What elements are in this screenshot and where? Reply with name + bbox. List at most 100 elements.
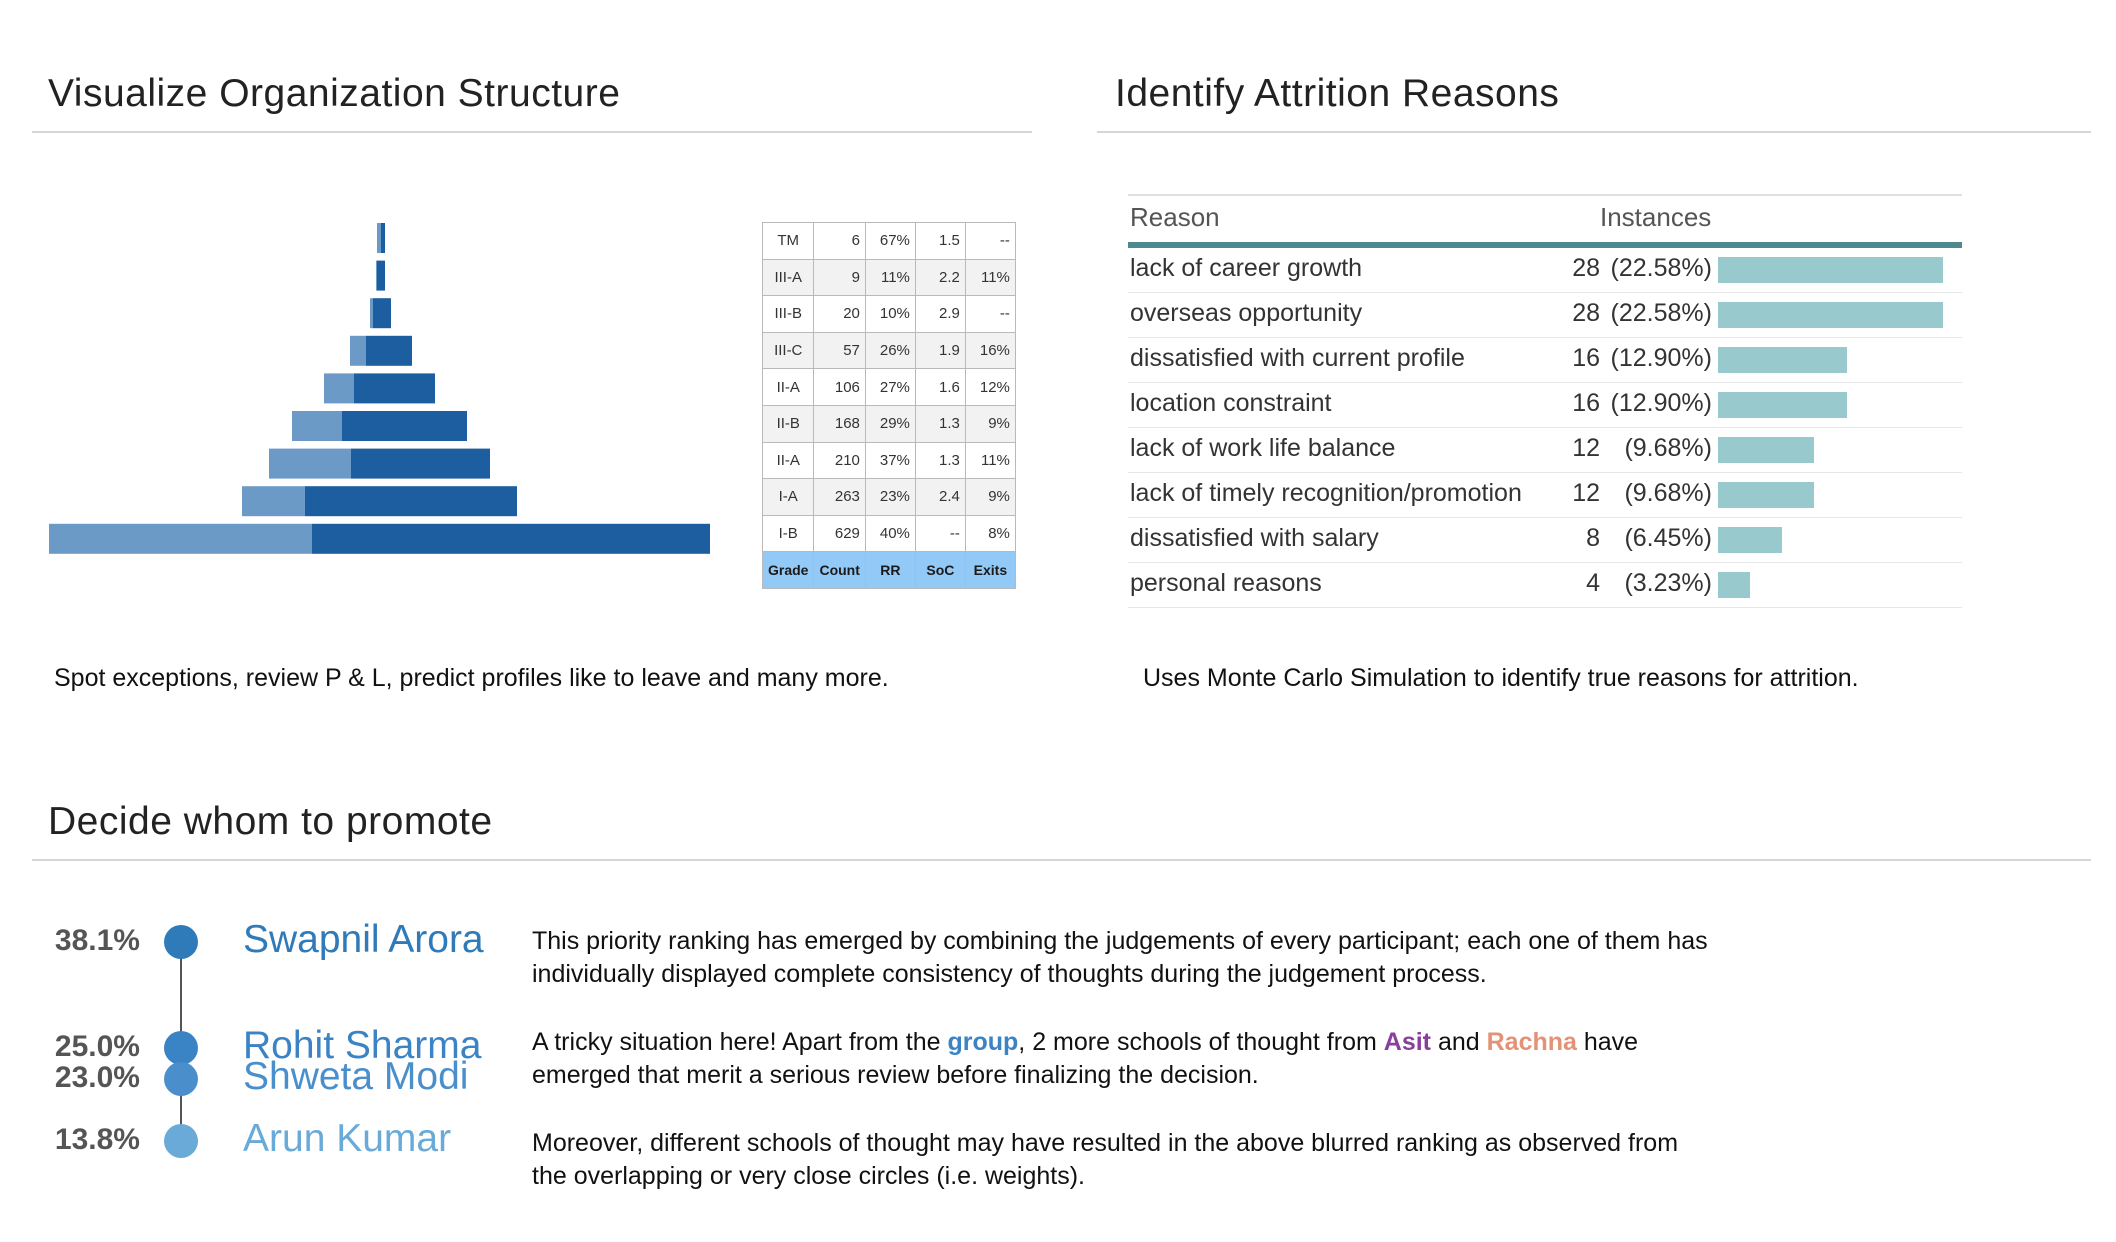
candidate-weight-dot bbox=[164, 1124, 198, 1158]
attrition-reason: overseas opportunity bbox=[1130, 299, 1363, 327]
ranking-paragraph-1: This priority ranking has emerged by com… bbox=[532, 927, 1708, 988]
grade-table-row: I-B 629 40% -- 8% bbox=[761, 514, 1016, 553]
grade-table-cell-count: 168 bbox=[813, 404, 866, 443]
promote-section-title: Decide whom to promote bbox=[48, 800, 493, 843]
grade-table-cell-rr: 40% bbox=[864, 514, 916, 553]
attrition-section-divider bbox=[1097, 131, 2091, 133]
attrition-bar bbox=[1718, 302, 1943, 328]
grade-table-cell-exits: 8% bbox=[964, 514, 1016, 553]
grade-table-cell-grade: II-B bbox=[761, 404, 815, 443]
candidate-weight-dot bbox=[164, 925, 198, 959]
rachna-highlight: Rachna bbox=[1486, 1028, 1577, 1056]
grade-table-cell-rr: 10% bbox=[864, 295, 916, 333]
grade-table-cell-grade: II-A bbox=[761, 368, 815, 406]
grade-table-cell-rr: 11% bbox=[864, 258, 916, 297]
attrition-bar bbox=[1718, 347, 1847, 373]
pyramid-bar-dark bbox=[342, 411, 467, 441]
attrition-header-rule bbox=[1128, 242, 1962, 248]
asit-highlight: Asit bbox=[1383, 1028, 1431, 1056]
grade-table-cell-grade: TM bbox=[761, 222, 815, 260]
grade-table-cell-soc: 2.4 bbox=[914, 478, 966, 516]
grade-table-cell-rr: 23% bbox=[864, 478, 916, 516]
grade-table-cell-soc: 1.3 bbox=[914, 441, 966, 480]
pyramid-bar-light bbox=[269, 448, 351, 479]
attrition-row: lack of timely recognition/promotion 12 (9… bbox=[1128, 473, 1962, 518]
pyramid-bar-light bbox=[324, 373, 354, 404]
attrition-count: 16 bbox=[1572, 389, 1600, 417]
paragraph-2-text-d: have emerged that merit a serious review… bbox=[532, 1028, 1639, 1089]
grade-table-cell-count: 20 bbox=[813, 295, 866, 333]
grade-table-cell-count: 9 bbox=[813, 258, 866, 297]
pyramid-bar-dark bbox=[377, 260, 385, 291]
attrition-percent: (6.45%) bbox=[1624, 524, 1712, 552]
attrition-count: 28 bbox=[1572, 299, 1600, 327]
grade-table-cell-exits: -- bbox=[964, 295, 1016, 333]
candidate-name: Arun Kumar bbox=[243, 1117, 452, 1160]
grade-table-header-cell: Exits bbox=[964, 551, 1016, 589]
grade-table-row: I-A 263 23% 2.4 9% bbox=[761, 478, 1016, 516]
attrition-percent: (9.68%) bbox=[1624, 479, 1712, 507]
grade-table-cell-rr: 27% bbox=[864, 368, 916, 406]
attrition-row: personal reasons 4 (3.23%) bbox=[1128, 563, 1962, 608]
attrition-count: 8 bbox=[1586, 524, 1600, 552]
grade-table-cell-rr: 29% bbox=[864, 404, 916, 443]
candidate-weight: 25.0% bbox=[54, 1030, 140, 1063]
attrition-row: overseas opportunity 28 (22.58%) bbox=[1128, 293, 1962, 338]
grade-table-cell-rr: 37% bbox=[864, 441, 916, 480]
grade-table-row: III-A 9 11% 2.2 11% bbox=[761, 258, 1016, 297]
attrition-row: dissatisfied with salary 8 (6.45%) bbox=[1128, 518, 1962, 563]
attrition-bar bbox=[1718, 482, 1815, 508]
attrition-count: 28 bbox=[1572, 254, 1600, 282]
candidate-weight-dot bbox=[164, 1031, 198, 1065]
attrition-bar bbox=[1718, 527, 1783, 553]
grade-table-row: II-A 106 27% 1.6 12% bbox=[761, 368, 1016, 406]
org-section-divider bbox=[32, 131, 1032, 133]
grade-table-cell-soc: 1.3 bbox=[914, 404, 966, 443]
attrition-bar bbox=[1718, 392, 1847, 418]
grade-table-cell-exits: 9% bbox=[964, 404, 1016, 443]
instances-column-header: Instances bbox=[1600, 202, 1712, 232]
pyramid-bar-light bbox=[49, 523, 312, 554]
grade-table-cell-grade: II-A bbox=[761, 441, 815, 480]
candidate-name: Shweta Modi bbox=[243, 1055, 469, 1098]
candidate-weight-dot bbox=[164, 1062, 198, 1096]
grade-table-row: II-B 168 29% 1.3 9% bbox=[761, 404, 1016, 443]
ranking-paragraph-3: Moreover, different schools of thought m… bbox=[532, 1129, 1679, 1190]
grade-table-cell-exits: 16% bbox=[964, 331, 1016, 370]
grade-table-cell-count: 210 bbox=[813, 441, 866, 480]
org-section-title: Visualize Organization Structure bbox=[48, 72, 621, 115]
grade-table-cell-count: 57 bbox=[813, 331, 866, 370]
grade-table-row: II-A 210 37% 1.3 11% bbox=[761, 441, 1016, 480]
grade-table-cell-rr: 67% bbox=[864, 222, 916, 260]
grade-table-cell-grade: I-B bbox=[761, 514, 815, 553]
attrition-table-header: Reason Instances bbox=[1128, 194, 1962, 242]
grade-table-cell-exits: 11% bbox=[964, 258, 1016, 297]
attrition-count: 12 bbox=[1572, 434, 1600, 462]
attrition-percent: (3.23%) bbox=[1624, 569, 1712, 597]
pyramid-bar-light bbox=[350, 335, 366, 366]
attrition-percent: (22.58%) bbox=[1610, 254, 1712, 282]
paragraph-2-text-a: A tricky situation here! Apart from the bbox=[532, 1028, 948, 1056]
candidate-name: Swapnil Arora bbox=[243, 918, 484, 961]
grade-table-header-cell: Grade bbox=[761, 551, 815, 589]
pyramid-bar-light bbox=[376, 260, 377, 291]
attrition-reason: location constraint bbox=[1130, 389, 1332, 417]
grade-table-cell-soc: 1.6 bbox=[914, 368, 966, 406]
pyramid-bar-dark bbox=[351, 448, 490, 479]
grade-table-cell-soc: -- bbox=[914, 514, 966, 553]
grade-table-row: III-C 57 26% 1.9 16% bbox=[761, 331, 1016, 370]
grade-table-row: TM 6 67% 1.5 -- bbox=[761, 222, 1016, 260]
reason-column-header: Reason bbox=[1130, 202, 1220, 232]
org-pyramid-chart bbox=[49, 223, 710, 554]
pyramid-bar-dark bbox=[305, 486, 517, 517]
pyramid-bar-dark bbox=[354, 373, 435, 404]
paragraph-2-text-c: and bbox=[1431, 1028, 1487, 1056]
grade-table-header-cell: RR bbox=[864, 551, 916, 589]
promote-section-divider bbox=[32, 859, 2091, 861]
attrition-percent: (12.90%) bbox=[1610, 389, 1712, 417]
group-highlight: group bbox=[947, 1028, 1019, 1056]
attrition-count: 4 bbox=[1586, 569, 1600, 597]
pyramid-bar-dark bbox=[373, 298, 391, 329]
candidate-weight: 13.8% bbox=[54, 1123, 140, 1156]
attrition-percent: (9.68%) bbox=[1624, 434, 1712, 462]
